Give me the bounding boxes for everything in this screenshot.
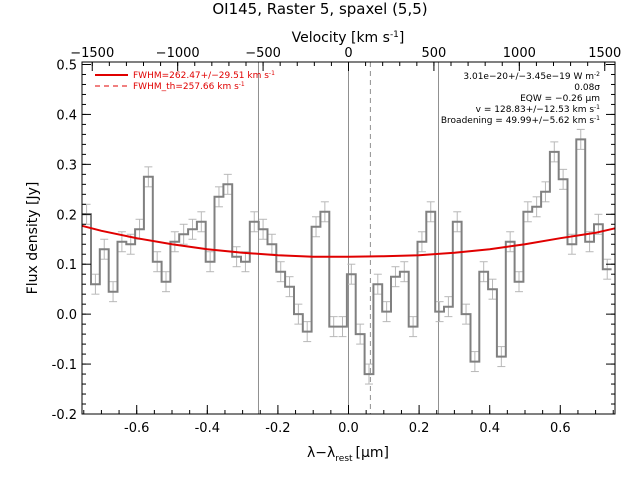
x-tick-label: 0.2 — [409, 421, 430, 436]
x-tick-label: 0.6 — [550, 421, 571, 436]
y-tick-label: -0.1 — [52, 358, 77, 373]
y-tick-label: 0.0 — [56, 308, 77, 323]
y-tick-label: 0.5 — [56, 58, 77, 73]
x-axis-label: λ−λrest [μm] — [307, 445, 389, 464]
y-tick-label: 0.2 — [56, 208, 77, 223]
legend-label-0: FWHM=262.47+/−29.51 km s-1 — [133, 70, 275, 81]
top-tick-label: 500 — [422, 46, 447, 61]
fit-annotation-1: 0.08σ — [574, 83, 600, 93]
fit-annotation-2: EQW = −0.26 μm — [520, 94, 600, 104]
top-tick-label: −1000 — [156, 46, 200, 61]
legend-label-1: FWHM_th=257.66 km s-1 — [133, 81, 245, 92]
fit-annotation-4: Broadening = 49.99+/−5.62 km s-1 — [441, 115, 600, 126]
top-tick-label: 0 — [344, 46, 352, 61]
x-tick-label: 0.4 — [479, 421, 500, 436]
y-axis-label: Flux density [Jy] — [25, 182, 41, 295]
y-tick-label: 0.4 — [56, 108, 77, 123]
y-tick-label: 0.1 — [56, 258, 77, 273]
x-tick-label: -0.2 — [265, 421, 290, 436]
x-tick-label: -0.6 — [124, 421, 149, 436]
top-tick-label: −500 — [245, 46, 281, 61]
x-tick-label: 0.0 — [338, 421, 359, 436]
top-tick-label: −1500 — [70, 46, 114, 61]
gaussian-fit-curve — [81, 224, 616, 258]
chart-title: OI145, Raster 5, spaxel (5,5) — [212, 0, 427, 18]
fit-annotation-3: v = 128.83+/−12.53 km s-1 — [476, 104, 601, 115]
top-axis-label: Velocity [km s-1] — [292, 30, 405, 46]
top-tick-label: 1000 — [503, 46, 536, 61]
y-tick-label: -0.2 — [52, 408, 77, 423]
flux-step-series — [82, 138, 612, 376]
y-tick-label: 0.3 — [56, 158, 77, 173]
fit-annotation-0: 3.01e−20+/−3.45e−19 W m-2 — [463, 71, 600, 82]
top-tick-label: 1500 — [588, 46, 621, 61]
x-tick-label: -0.4 — [195, 421, 220, 436]
